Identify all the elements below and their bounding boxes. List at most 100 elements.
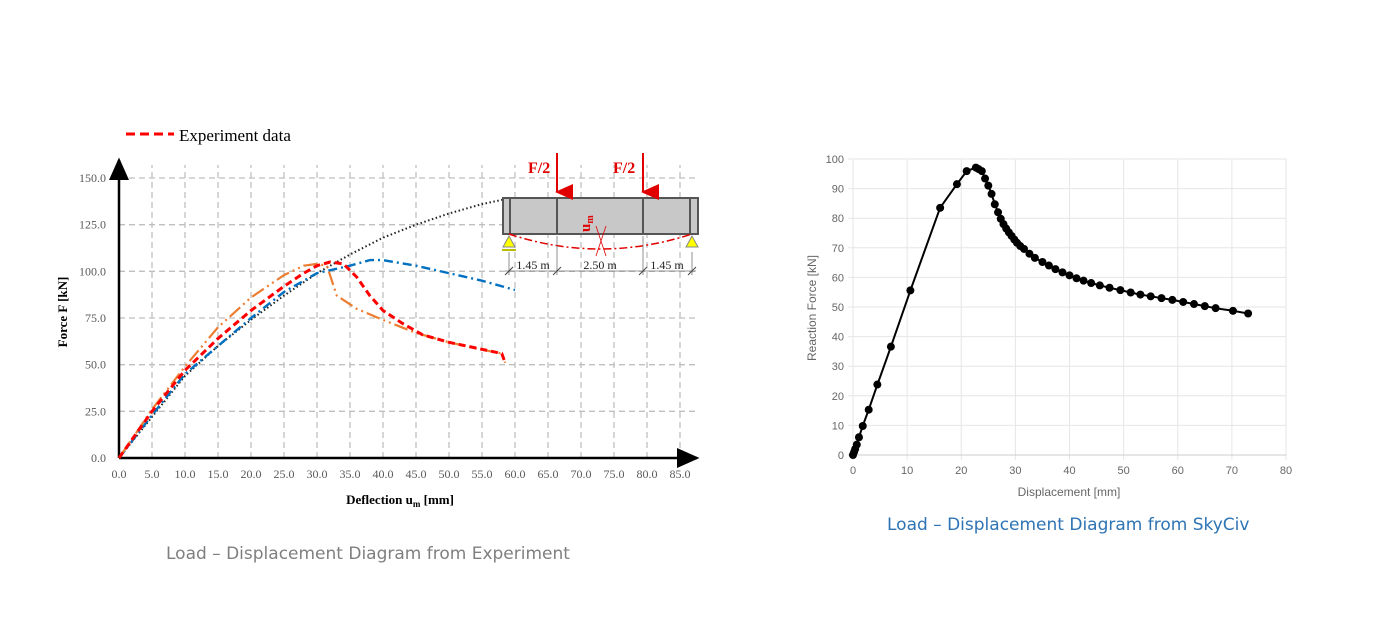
data-point <box>1116 286 1125 295</box>
series-line <box>118 197 509 459</box>
data-point <box>1025 249 1034 258</box>
span-label: 1.45 m <box>516 258 550 272</box>
svg-text:0.0: 0.0 <box>91 451 106 465</box>
svg-text:150.0: 150.0 <box>79 171 106 185</box>
data-point <box>854 433 863 442</box>
load-label: F/2 <box>613 160 635 177</box>
svg-text:60.0: 60.0 <box>505 467 526 481</box>
svg-text:100: 100 <box>826 154 844 166</box>
svg-text:45.0: 45.0 <box>406 467 427 481</box>
legend-experiment-data: Experiment data <box>179 126 291 145</box>
y-tick-labels: 0 10 20 30 40 50 60 70 80 90 100 <box>826 154 844 462</box>
svg-text:80: 80 <box>1280 465 1292 477</box>
x-axis-label: Deflection um [mm] <box>346 492 454 509</box>
data-point <box>1179 297 1188 306</box>
data-point <box>1065 271 1074 280</box>
svg-text:10.0: 10.0 <box>175 467 196 481</box>
data-point <box>1038 258 1047 267</box>
svg-text:30.0: 30.0 <box>307 467 328 481</box>
data-point <box>977 167 986 176</box>
svg-text:90: 90 <box>832 184 844 196</box>
data-point <box>886 342 895 351</box>
data-point <box>1051 265 1060 274</box>
svg-text:70: 70 <box>832 243 844 255</box>
x-tick-labels: 0.0 5.0 10.0 15.0 20.0 25.0 30.0 35.0 40.0 45.0 50… <box>112 467 691 481</box>
svg-text:40: 40 <box>832 332 844 344</box>
svg-text:0: 0 <box>850 465 856 477</box>
series-line <box>117 260 507 459</box>
svg-text:55.0: 55.0 <box>472 467 493 481</box>
x-axis-label: Displacement [mm] <box>1018 485 1121 499</box>
y-axis-label: Reaction Force [kN] <box>805 255 819 361</box>
data-point <box>1200 302 1209 311</box>
data-point <box>858 421 867 430</box>
svg-text:70.0: 70.0 <box>571 467 592 481</box>
data-point <box>1087 279 1096 288</box>
legend: Experiment data <box>126 126 291 145</box>
series-group <box>849 163 1253 459</box>
data-point <box>1020 244 1029 253</box>
svg-text:30: 30 <box>832 361 844 373</box>
data-point <box>1105 283 1114 292</box>
series-group <box>117 197 516 459</box>
svg-text:30: 30 <box>1009 465 1021 477</box>
data-point <box>1095 281 1104 290</box>
data-point <box>1044 261 1053 270</box>
y-tick-labels: 0.0 25.0 50.0 75.0 100.0 125.0 150.0 <box>79 171 106 465</box>
data-point <box>1228 306 1237 315</box>
svg-text:100.0: 100.0 <box>79 264 106 278</box>
svg-text:60: 60 <box>1172 465 1184 477</box>
svg-text:50: 50 <box>1118 465 1130 477</box>
data-point <box>981 174 990 183</box>
svg-text:70: 70 <box>1226 465 1238 477</box>
skyciv-load-displacement-chart: 0 10 20 30 40 50 60 70 80 0 10 20 30 40 50 60 70 80 90 100… <box>805 154 1292 499</box>
y-axis-label: Force F [kN] <box>55 277 70 348</box>
experiment-load-displacement-chart: Experiment data 0.0 5.0 10.0 15.0 20.0 25.0 30… <box>55 126 700 509</box>
svg-text:50.0: 50.0 <box>85 358 106 372</box>
data-point <box>962 167 971 176</box>
data-point <box>1136 290 1145 299</box>
data-point <box>1211 304 1220 313</box>
data-point <box>1079 276 1088 285</box>
data-point <box>936 203 945 212</box>
svg-text:75.0: 75.0 <box>85 311 106 325</box>
svg-text:60: 60 <box>832 272 844 284</box>
data-point <box>906 286 915 295</box>
data-point <box>1072 274 1081 283</box>
series-line <box>118 258 516 459</box>
data-point <box>1146 292 1155 301</box>
data-point <box>873 380 882 389</box>
svg-text:80: 80 <box>832 213 844 225</box>
data-point <box>852 440 861 449</box>
data-point <box>987 189 996 198</box>
data-point <box>1157 294 1166 303</box>
svg-text:0.0: 0.0 <box>112 467 127 481</box>
support-left-icon <box>502 234 516 248</box>
load-label: F/2 <box>528 160 550 177</box>
span-label: 2.50 m <box>583 258 617 272</box>
svg-text:25.0: 25.0 <box>274 467 295 481</box>
data-point <box>1058 268 1067 277</box>
svg-text:50.0: 50.0 <box>439 467 460 481</box>
data-point <box>1030 253 1039 262</box>
svg-text:65.0: 65.0 <box>538 467 559 481</box>
svg-text:50: 50 <box>832 302 844 314</box>
svg-text:20: 20 <box>955 465 967 477</box>
data-point <box>1126 288 1135 297</box>
svg-text:75.0: 75.0 <box>604 467 625 481</box>
svg-text:40: 40 <box>1063 465 1075 477</box>
series-line <box>852 166 1249 456</box>
data-point <box>1168 295 1177 304</box>
svg-text:10: 10 <box>901 465 913 477</box>
svg-text:10: 10 <box>832 420 844 432</box>
svg-text:20: 20 <box>832 391 844 403</box>
data-point <box>990 200 999 209</box>
data-point <box>864 405 873 414</box>
svg-text:40.0: 40.0 <box>373 467 394 481</box>
svg-text:85.0: 85.0 <box>670 467 691 481</box>
svg-text:35.0: 35.0 <box>340 467 361 481</box>
x-tick-labels: 0 10 20 30 40 50 60 70 80 <box>850 465 1292 477</box>
data-point <box>1244 309 1253 318</box>
series-line <box>118 262 507 459</box>
svg-text:80.0: 80.0 <box>637 467 658 481</box>
